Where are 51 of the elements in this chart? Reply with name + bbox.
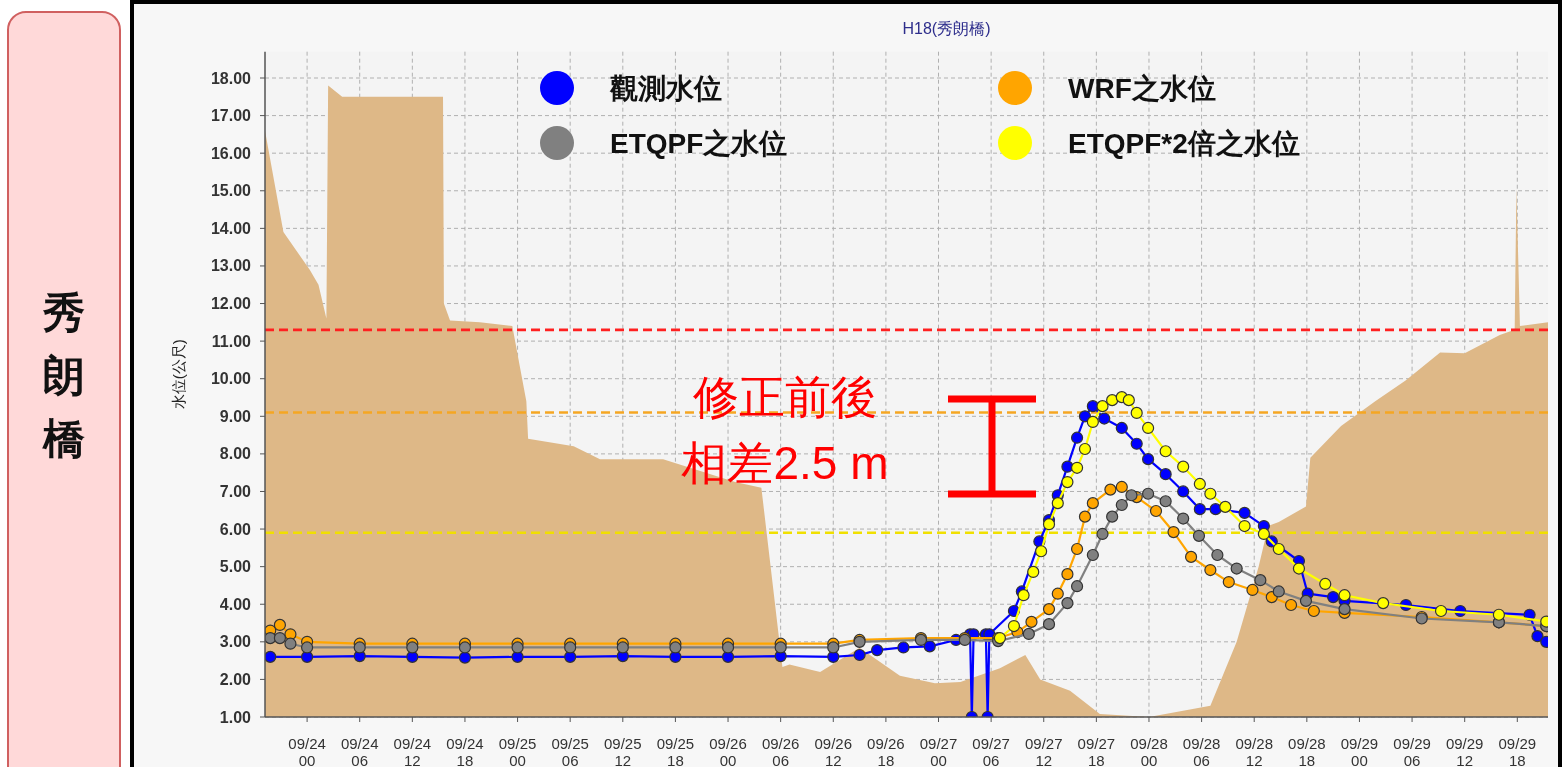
x-tick-label: 09/25 06 [551,735,589,767]
x-tick-label: 09/29 18 [1498,735,1537,767]
x-tick-label: 09/29 12 [1445,735,1484,767]
x-tick-label: 09/26 12 [814,735,853,767]
x-tick-label: 09/28 06 [1182,735,1221,767]
x-tick-label: 09/25 18 [656,735,695,767]
y-tick-label: 2.00 [219,670,252,688]
x-tick-label: 09/28 18 [1288,735,1326,767]
annotation: 相差2.5 m [681,437,889,489]
y-axis-title: 水位(公尺) [170,339,187,410]
x-tick-label: 09/24 00 [288,735,326,767]
annotation: 修正前後 [693,371,877,423]
y-tick-label: 11.00 [211,332,252,350]
x-tick-label: 09/27 06 [972,735,1010,767]
y-tick-label: 14.00 [210,219,252,237]
x-tick-label: 09/24 12 [393,735,432,767]
text: 秀朗橋 [42,289,85,462]
x-tick-label: 09/28 00 [1130,735,1168,767]
x-tick-label: 09/24 06 [340,735,379,767]
x-tick-label: 09/25 12 [604,735,642,767]
y-tick-label: 15.00 [210,182,252,200]
y-tick-label: 18.00 [210,69,252,87]
x-tick-label: 09/26 18 [867,735,905,767]
x-tick-label: 09/27 00 [919,735,958,767]
y-tick-label: 5.00 [219,558,252,576]
chart-title: H18(秀朗橋) [902,20,991,37]
x-tick-label: 09/28 12 [1235,735,1273,767]
legend-label: ETQPF*2倍之水位 [1068,128,1300,159]
y-tick-label: 13.00 [210,257,252,275]
x-tick-label: 09/24 18 [446,735,484,767]
x-tick-label: 09/25 00 [498,735,537,767]
y-tick-label: 9.00 [219,407,252,425]
y-tick-label: 6.00 [219,520,252,538]
y-tick-label: 16.00 [210,144,252,162]
y-tick-label: 3.00 [219,633,252,651]
y-tick-label: 17.00 [210,107,252,125]
x-tick-label: 09/29 00 [1340,735,1379,767]
y-tick-label: 8.00 [219,445,252,463]
y-tick-label: 10.00 [210,370,252,388]
legend-label: WRF之水位 [1068,73,1216,104]
legend-label: 觀測水位 [609,73,722,104]
x-tick-label: 09/26 06 [761,735,800,767]
x-tick-label: 09/26 00 [709,735,747,767]
x-tick-label: 09/29 06 [1393,735,1431,767]
x-tick-label: 09/27 18 [1077,735,1116,767]
y-tick-label: 12.00 [210,295,252,313]
x-tick-label: 09/27 12 [1024,735,1063,767]
y-tick-label: 4.00 [219,595,252,613]
legend-label: ETQPF之水位 [610,128,788,159]
y-tick-label: 1.00 [219,708,252,726]
y-tick-label: 7.00 [219,482,252,500]
